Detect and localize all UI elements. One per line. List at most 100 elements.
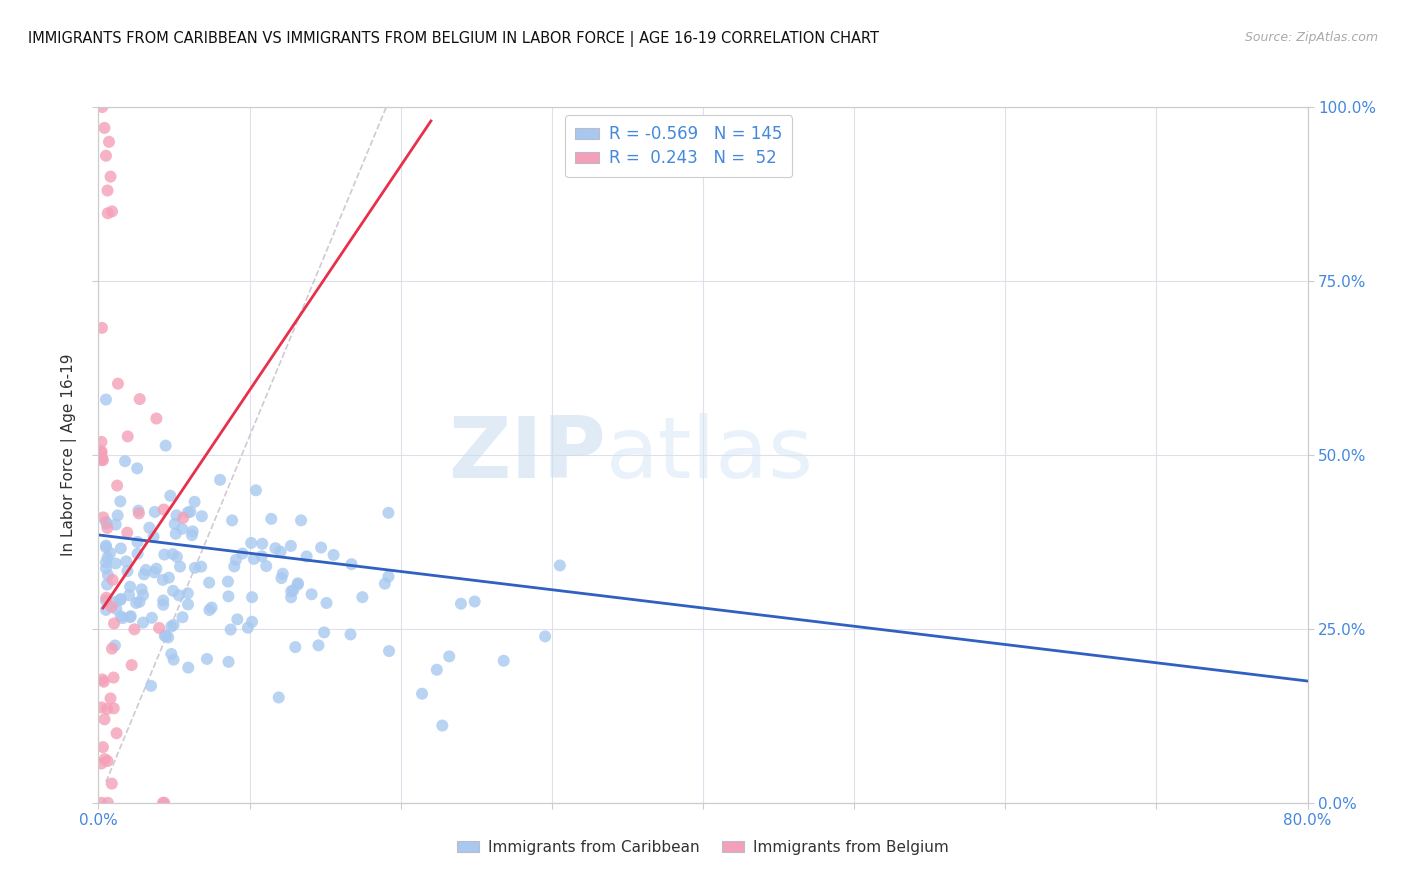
Point — [94, 561, 117, 575]
Point — [138, 521, 160, 535]
Point — [411, 687, 433, 701]
Point — [120, 580, 142, 594]
Point — [183, 495, 205, 509]
Point — [105, 726, 128, 740]
Point — [181, 524, 204, 539]
Point — [190, 559, 212, 574]
Point — [155, 439, 177, 453]
Point — [250, 549, 273, 564]
Point — [152, 593, 174, 607]
Point — [264, 541, 287, 556]
Point — [309, 541, 332, 555]
Point — [124, 623, 146, 637]
Point — [153, 629, 176, 643]
Point — [165, 526, 187, 541]
Point — [172, 522, 194, 536]
Point — [90, 434, 112, 449]
Point — [104, 557, 127, 571]
Text: ZIP: ZIP — [449, 413, 606, 497]
Point — [94, 555, 117, 569]
Point — [128, 595, 150, 609]
Point — [91, 100, 114, 114]
Point — [110, 494, 132, 508]
Point — [118, 588, 141, 602]
Point — [127, 461, 149, 475]
Point — [120, 609, 142, 624]
Point — [162, 618, 184, 632]
Point — [114, 454, 136, 468]
Point — [152, 598, 174, 612]
Point — [240, 536, 263, 550]
Point — [103, 701, 125, 715]
Point — [195, 652, 218, 666]
Point — [90, 453, 112, 467]
Point — [91, 510, 114, 524]
Point — [352, 590, 374, 604]
Point — [177, 598, 200, 612]
Point — [96, 521, 118, 535]
Point — [141, 611, 163, 625]
Point — [97, 568, 120, 582]
Point — [135, 563, 157, 577]
Point — [160, 647, 183, 661]
Point — [105, 602, 128, 616]
Point — [128, 392, 150, 406]
Point — [128, 507, 150, 521]
Text: Source: ZipAtlas.com: Source: ZipAtlas.com — [1244, 31, 1378, 45]
Point — [107, 376, 129, 391]
Point — [132, 588, 155, 602]
Point — [142, 530, 165, 544]
Point — [91, 453, 114, 467]
Point — [110, 609, 132, 624]
Point — [94, 539, 117, 553]
Y-axis label: In Labor Force | Age 16-19: In Labor Force | Age 16-19 — [60, 353, 77, 557]
Point — [127, 503, 149, 517]
Point — [132, 615, 155, 630]
Point — [377, 569, 399, 583]
Point — [143, 566, 166, 580]
Point — [152, 573, 174, 587]
Point — [172, 511, 194, 525]
Point — [107, 508, 129, 523]
Point — [153, 796, 176, 810]
Point — [94, 594, 117, 608]
Point — [271, 566, 294, 581]
Point — [98, 546, 121, 560]
Point — [162, 547, 184, 561]
Point — [250, 537, 273, 551]
Point — [153, 548, 176, 562]
Point — [93, 712, 115, 726]
Point — [191, 509, 214, 524]
Point — [184, 561, 207, 575]
Point — [91, 451, 114, 466]
Point — [98, 135, 121, 149]
Point — [290, 513, 312, 527]
Point — [96, 754, 118, 768]
Point — [139, 679, 162, 693]
Point — [90, 756, 112, 771]
Point — [91, 673, 114, 687]
Point — [90, 796, 112, 810]
Point — [96, 516, 118, 531]
Point — [166, 508, 188, 523]
Point — [93, 674, 115, 689]
Point — [177, 505, 200, 519]
Point — [101, 776, 124, 790]
Point — [254, 559, 277, 574]
Point — [90, 444, 112, 458]
Point — [209, 473, 232, 487]
Text: atlas: atlas — [606, 413, 814, 497]
Point — [240, 615, 263, 629]
Point — [280, 591, 302, 605]
Point — [270, 544, 292, 558]
Point — [315, 596, 337, 610]
Point — [94, 752, 117, 766]
Point — [314, 625, 336, 640]
Point — [167, 588, 190, 602]
Point — [117, 564, 139, 578]
Point — [301, 587, 323, 601]
Point — [432, 718, 454, 732]
Point — [132, 567, 155, 582]
Point — [159, 489, 181, 503]
Point — [157, 571, 180, 585]
